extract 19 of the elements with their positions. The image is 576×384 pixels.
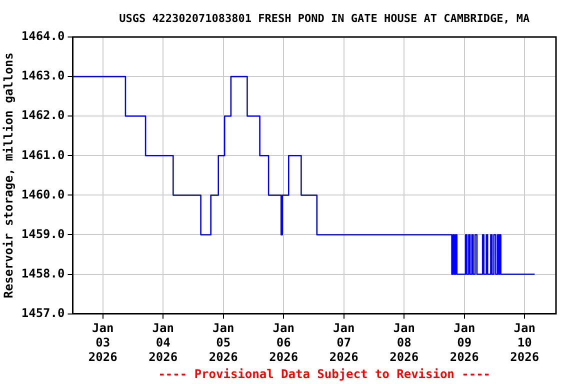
y-tick-label: 1462.0 [21,108,65,122]
x-tick-label: Jan 09 2026 [450,321,479,364]
x-tick-label: Jan 05 2026 [208,321,238,364]
y-tick-label: 1460.0 [21,187,65,202]
y-tick-label: 1461.0 [21,148,65,162]
x-tick-label: Jan 04 2026 [148,321,178,364]
text: ---- Provisional Data Subject to Revision ---- [158,367,491,382]
x-tick-label: Jan 08 2026 [390,321,419,364]
x-tick-label: Jan 07 2026 [329,321,358,364]
y-tick-label: 1459.0 [21,226,65,241]
y-tick-label: 1463.0 [21,68,65,83]
x-tick-label: Jan 03 2026 [88,321,118,364]
chart-title: USGS 422302071083801 FRESH POND IN GATE HOUSE AT CAMBRIDGE, MA [119,12,530,25]
x-tick-label: Jan 10 2026 [510,321,540,364]
y-tick-label: 1464.0 [21,29,65,44]
y-tick-label: 1458.0 [21,266,65,280]
y-axis-title: Reservoir storage, million gallons [1,52,16,298]
x-tick-label: Jan 06 2026 [269,321,298,364]
y-tick-label: 1457.0 [21,306,65,320]
